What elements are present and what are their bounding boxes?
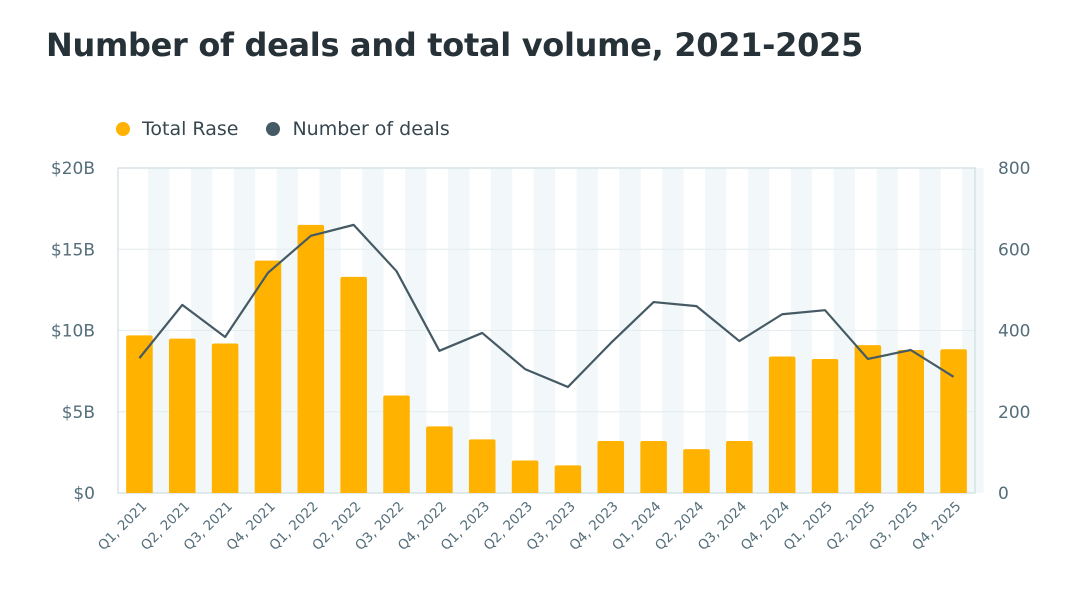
legend-marker-total-rase <box>116 122 130 136</box>
bar-q1-2025 <box>811 358 839 493</box>
y-right-tick-label: 200 <box>998 403 1030 423</box>
bar-q4-2023 <box>597 441 625 493</box>
legend-marker-number-of-deals <box>266 122 281 136</box>
legend-label: Total Rase <box>142 118 239 140</box>
y-left-tick-label: $5B <box>62 403 95 423</box>
bar-q2-2025 <box>854 345 882 493</box>
chart-title: Number of deals and total volume, 2021-2… <box>46 26 863 64</box>
legend-label: Number of deals <box>292 118 450 140</box>
y-right-tick-label: 0 <box>998 484 1009 504</box>
bar-q2-2023 <box>511 460 539 493</box>
bar-q2-2024 <box>683 449 710 493</box>
y-right-tick-label: 800 <box>998 159 1030 179</box>
bar-q1-2023 <box>468 439 496 493</box>
y-right-tick-label: 600 <box>998 240 1030 260</box>
legend-item-total-rase[interactable]: Total Rase <box>116 118 238 140</box>
bar-q3-2023 <box>554 465 582 493</box>
y-left-tick-label: $15B <box>51 240 95 260</box>
bar-q2-2022 <box>340 276 367 493</box>
bar-q1-2024 <box>640 441 667 493</box>
bar-q1-2022 <box>297 224 325 493</box>
y-left-tick-label: $0 <box>73 484 95 504</box>
legend-item-number-of-deals[interactable]: Number of deals <box>266 118 450 140</box>
plot-frame <box>117 167 976 494</box>
legend: Total Rase Number of deals <box>116 118 478 140</box>
y-right-tick-label: 400 <box>998 322 1030 342</box>
bar-q3-2021 <box>211 343 239 493</box>
deals-line <box>138 223 955 389</box>
bar-q3-2024 <box>726 441 753 493</box>
bar-q4-2024 <box>768 356 796 493</box>
bar-q3-2025 <box>897 350 925 493</box>
y-left-tick-label: $20B <box>51 159 95 179</box>
bar-q4-2022 <box>426 426 453 493</box>
bar-q2-2021 <box>168 338 196 493</box>
bar-q3-2022 <box>383 395 410 493</box>
bar-q4-2025 <box>940 349 967 493</box>
bar-q4-2021 <box>254 260 282 493</box>
bar-q1-2021 <box>126 335 153 493</box>
y-left-tick-label: $10B <box>51 322 95 342</box>
